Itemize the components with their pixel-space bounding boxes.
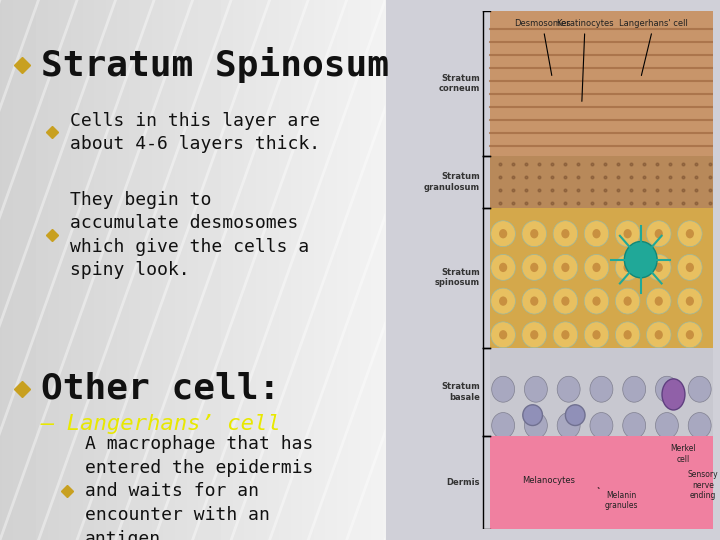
Text: Cells in this layer are
about 4-6 layers thick.: Cells in this layer are about 4-6 layers…: [71, 111, 320, 153]
Ellipse shape: [499, 296, 507, 306]
Ellipse shape: [647, 288, 671, 314]
Text: They begin to
accumulate desmosomes
which give the cells a
spiny look.: They begin to accumulate desmosomes whic…: [71, 191, 310, 279]
Ellipse shape: [678, 221, 702, 247]
Ellipse shape: [499, 330, 507, 340]
Ellipse shape: [530, 296, 539, 306]
Ellipse shape: [593, 330, 600, 340]
Ellipse shape: [654, 229, 663, 238]
Text: Desmosomes: Desmosomes: [514, 19, 571, 76]
Ellipse shape: [584, 221, 609, 247]
Ellipse shape: [557, 376, 580, 402]
Ellipse shape: [685, 229, 694, 238]
Text: Merkel
cell: Merkel cell: [670, 444, 696, 464]
Ellipse shape: [654, 296, 663, 306]
Ellipse shape: [499, 229, 507, 238]
Text: Stratum
granulosum: Stratum granulosum: [424, 172, 480, 192]
Ellipse shape: [647, 221, 671, 247]
Text: Sensory
nerve
ending: Sensory nerve ending: [688, 470, 719, 500]
Ellipse shape: [678, 254, 702, 280]
Ellipse shape: [654, 330, 663, 340]
Ellipse shape: [623, 376, 646, 402]
Ellipse shape: [522, 221, 546, 247]
Text: Stratum Spinosum: Stratum Spinosum: [40, 47, 389, 83]
FancyBboxPatch shape: [490, 156, 713, 208]
Ellipse shape: [616, 254, 640, 280]
Ellipse shape: [624, 330, 631, 340]
Text: Dermis: Dermis: [446, 478, 480, 487]
Ellipse shape: [685, 296, 694, 306]
Ellipse shape: [688, 376, 711, 402]
FancyBboxPatch shape: [490, 11, 713, 156]
Text: Melanin
granules: Melanin granules: [598, 488, 638, 510]
Text: Langerhans' cell: Langerhans' cell: [619, 19, 688, 76]
Ellipse shape: [553, 322, 577, 348]
Ellipse shape: [524, 376, 547, 402]
Ellipse shape: [553, 221, 577, 247]
Ellipse shape: [562, 296, 570, 306]
Ellipse shape: [590, 376, 613, 402]
Ellipse shape: [590, 413, 613, 438]
Ellipse shape: [530, 229, 539, 238]
Ellipse shape: [562, 229, 570, 238]
Ellipse shape: [654, 263, 663, 272]
Ellipse shape: [624, 263, 631, 272]
Ellipse shape: [530, 263, 539, 272]
Ellipse shape: [655, 413, 678, 438]
Text: A macrophage that has
entered the epidermis
and waits for an
encounter with an
a: A macrophage that has entered the epider…: [85, 435, 313, 540]
Ellipse shape: [562, 330, 570, 340]
Ellipse shape: [584, 288, 609, 314]
Ellipse shape: [623, 413, 646, 438]
Text: Other cell:: Other cell:: [40, 372, 280, 406]
Ellipse shape: [647, 322, 671, 348]
Ellipse shape: [491, 221, 516, 247]
Ellipse shape: [491, 254, 516, 280]
Ellipse shape: [530, 330, 539, 340]
Ellipse shape: [655, 376, 678, 402]
Ellipse shape: [584, 254, 609, 280]
Text: Stratum
corneum: Stratum corneum: [438, 73, 480, 93]
Ellipse shape: [522, 322, 546, 348]
Ellipse shape: [492, 376, 515, 402]
Ellipse shape: [553, 254, 577, 280]
Ellipse shape: [523, 405, 542, 426]
FancyBboxPatch shape: [490, 436, 713, 529]
Ellipse shape: [593, 229, 600, 238]
Ellipse shape: [616, 288, 640, 314]
Ellipse shape: [593, 263, 600, 272]
Ellipse shape: [624, 229, 631, 238]
Text: Stratum
spinosum: Stratum spinosum: [435, 268, 480, 287]
Ellipse shape: [662, 379, 685, 410]
Text: Stratum
basale: Stratum basale: [441, 382, 480, 402]
Ellipse shape: [499, 263, 507, 272]
Ellipse shape: [616, 221, 640, 247]
Ellipse shape: [522, 288, 546, 314]
Ellipse shape: [553, 288, 577, 314]
FancyBboxPatch shape: [490, 208, 713, 348]
Ellipse shape: [491, 288, 516, 314]
Ellipse shape: [524, 413, 547, 438]
Ellipse shape: [565, 405, 585, 426]
Text: Keratinocytes: Keratinocytes: [557, 19, 614, 102]
Ellipse shape: [678, 322, 702, 348]
Ellipse shape: [557, 413, 580, 438]
Ellipse shape: [624, 296, 631, 306]
Ellipse shape: [491, 322, 516, 348]
Ellipse shape: [678, 288, 702, 314]
Ellipse shape: [647, 254, 671, 280]
FancyBboxPatch shape: [490, 348, 713, 436]
Ellipse shape: [584, 322, 609, 348]
Ellipse shape: [685, 330, 694, 340]
Ellipse shape: [685, 263, 694, 272]
Ellipse shape: [616, 322, 640, 348]
Ellipse shape: [624, 241, 657, 278]
Text: Melanocytes: Melanocytes: [523, 476, 575, 484]
Ellipse shape: [522, 254, 546, 280]
Ellipse shape: [562, 263, 570, 272]
Ellipse shape: [593, 296, 600, 306]
Ellipse shape: [492, 413, 515, 438]
Ellipse shape: [688, 413, 711, 438]
Text: – Langerhans’ cell: – Langerhans’ cell: [40, 414, 282, 434]
